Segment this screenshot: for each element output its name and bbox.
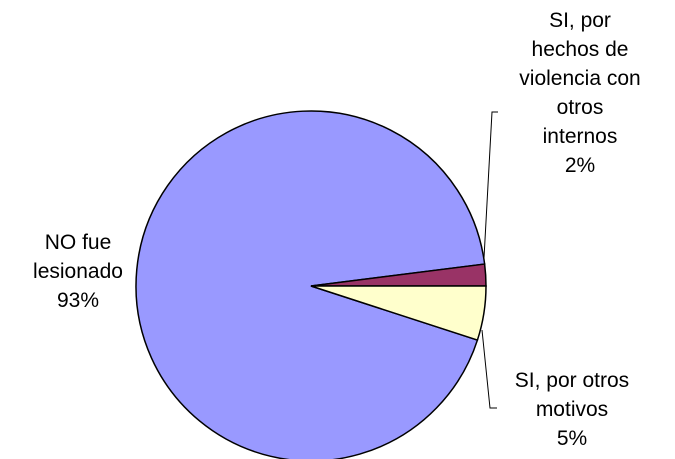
label-si-otros-motivos: SI, por otros motivos 5%	[514, 369, 630, 450]
slice-si-otros-motivos	[310, 285, 487, 342]
slice-no-fue-lesionado	[135, 110, 486, 459]
pie-slices	[135, 110, 487, 459]
leader-line-otros-motivos	[481, 329, 497, 409]
leader-line-violencia	[483, 111, 498, 259]
label-si-violencia-internos: SI, por hechos de violencia con otros in…	[519, 9, 641, 177]
label-no-fue-lesionado: NO fue lesionado 93%	[33, 231, 123, 312]
leader-lines	[481, 111, 498, 409]
